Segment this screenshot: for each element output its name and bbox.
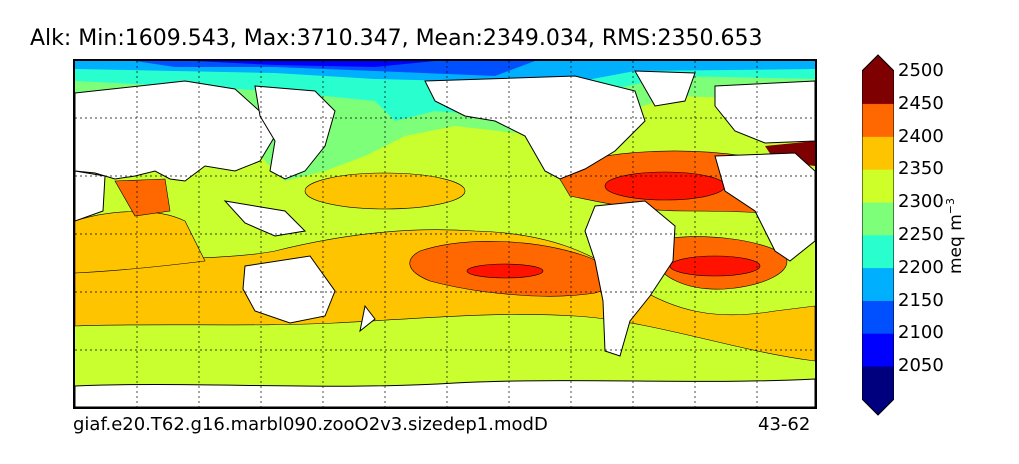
europe [714, 80, 815, 144]
arctic-2050-band [195, 61, 435, 67]
colorbar-level-<2050 [862, 366, 894, 400]
colorbar-tick-label: 2300 [898, 191, 944, 213]
colorbar-tick-label: 2350 [898, 158, 944, 180]
south-atlantic-core-2450 [669, 255, 761, 277]
new-zealand [359, 304, 376, 333]
colorbar-max-arrow [862, 55, 894, 71]
antarctica [75, 378, 815, 407]
colorbar-level-2150-2200 [862, 267, 894, 301]
colorbar-tick-label: 2400 [898, 125, 944, 147]
colorbar-min-arrow [862, 399, 894, 415]
south-pacific-core-2450 [466, 263, 544, 279]
colorbar-level-2200-2250 [862, 235, 894, 269]
south-america [584, 200, 676, 357]
colorbar-tick-label: 2150 [898, 289, 944, 311]
colorbar-level-2250-2300 [862, 202, 894, 236]
indonesia [223, 200, 307, 237]
south-pacific-2350-band [75, 229, 815, 362]
colorbar-tick-label: 2050 [898, 355, 944, 377]
years-label: 43-62 [758, 414, 811, 435]
colorbar-level-2100-2150 [862, 300, 894, 334]
colorbar-level-2050-2100 [862, 333, 894, 367]
map-title: Alk: Min:1609.543, Max:3710.347, Mean:23… [30, 26, 763, 51]
map-canvas [75, 61, 815, 407]
colorbar-level-2400-2450 [862, 103, 894, 137]
australia [242, 255, 336, 324]
colorbar-tick-label: 2250 [898, 224, 944, 245]
arctic-2100-band [135, 61, 535, 76]
colorbar [862, 54, 894, 416]
africa-east [75, 170, 106, 222]
colorbar-tick-label: 2100 [898, 322, 944, 344]
greenland [634, 70, 696, 107]
colorbar-tick-label: 2450 [898, 92, 944, 114]
colorbar-tick-label: 2200 [898, 256, 944, 278]
north-america [424, 75, 646, 180]
colorbar-level-2300-2350 [862, 169, 894, 203]
arabian-sea-2400 [114, 178, 171, 217]
colorbar-tick-label: 2500 [898, 60, 944, 81]
run-name-label: giaf.e20.T62.g16.marbl090.zooO2v3.sizede… [73, 414, 548, 435]
map-gridlines [75, 61, 815, 407]
asia-east [254, 85, 336, 180]
alkalinity-map [73, 59, 817, 409]
colorbar-unit-label: meq m−3 [944, 198, 966, 274]
land-masses [75, 70, 815, 407]
colorbar-level-2350-2400 [862, 136, 894, 170]
indian-ocean-2350 [75, 211, 206, 274]
colorbar-level-top [862, 71, 894, 104]
